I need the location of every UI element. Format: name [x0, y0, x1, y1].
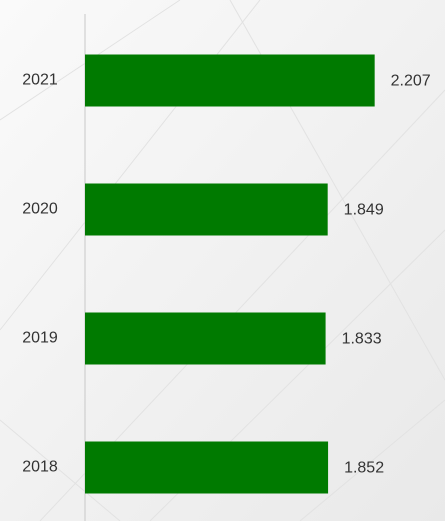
bar [85, 441, 329, 494]
category-label: 2020 [22, 201, 58, 218]
value-label: 1.849 [344, 202, 384, 219]
category-label: 2019 [22, 330, 58, 347]
bar [85, 312, 326, 365]
bar [85, 183, 328, 236]
value-label: 2.207 [391, 73, 431, 90]
value-label: 1.833 [342, 331, 382, 348]
category-label: 2021 [22, 72, 58, 89]
value-label: 1.852 [344, 460, 384, 477]
bar [85, 54, 375, 107]
category-label: 2018 [22, 459, 58, 476]
